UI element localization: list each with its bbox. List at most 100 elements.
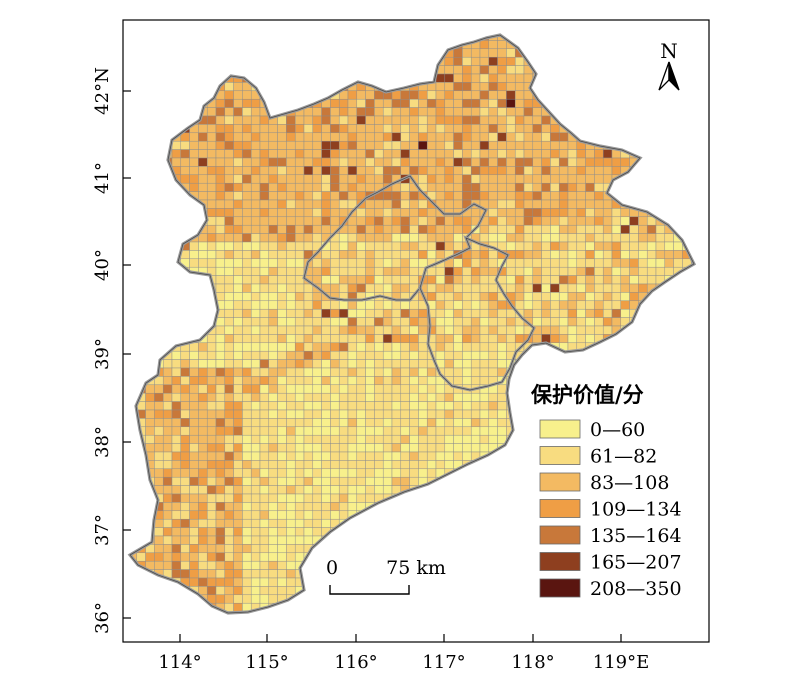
grid-cell bbox=[259, 434, 270, 444]
grid-cell bbox=[497, 98, 507, 108]
grid-cell bbox=[303, 468, 314, 478]
grid-cell bbox=[426, 115, 437, 125]
grid-cell bbox=[268, 502, 278, 512]
grid-cell bbox=[400, 468, 410, 478]
grid-cell bbox=[189, 493, 199, 503]
grid-cell bbox=[550, 166, 560, 176]
grid-cell bbox=[444, 426, 454, 436]
grid-cell bbox=[206, 443, 217, 453]
grid-cell bbox=[286, 258, 296, 268]
grid-cell bbox=[514, 115, 525, 125]
grid-cell bbox=[321, 224, 331, 234]
legend-title: 保护价值/分 bbox=[530, 382, 644, 407]
grid-cell bbox=[453, 174, 463, 184]
grid-cell bbox=[453, 367, 463, 377]
legend-label: 135—164 bbox=[590, 525, 682, 547]
grid-cell bbox=[453, 140, 463, 150]
grid-cell bbox=[233, 460, 243, 470]
grid-cell bbox=[286, 535, 296, 545]
grid-cell bbox=[479, 434, 490, 444]
grid-cell bbox=[470, 359, 481, 369]
grid-cell bbox=[629, 258, 639, 268]
grid-cell bbox=[347, 250, 358, 260]
grid-cell bbox=[400, 476, 410, 486]
grid-cell bbox=[338, 241, 349, 251]
grid-cell bbox=[506, 73, 516, 83]
grid-cell bbox=[224, 569, 234, 579]
grid-cell bbox=[154, 544, 164, 554]
grid-cell bbox=[409, 266, 419, 276]
grid-cell bbox=[541, 174, 551, 184]
grid-cell bbox=[470, 73, 481, 83]
grid-cell bbox=[400, 258, 410, 268]
grid-cell bbox=[391, 460, 402, 470]
grid-cell bbox=[330, 401, 340, 411]
grid-cell bbox=[462, 174, 472, 184]
grid-cell bbox=[250, 560, 261, 570]
grid-cell bbox=[224, 115, 234, 125]
grid-cell bbox=[294, 132, 305, 142]
grid-cell bbox=[470, 107, 481, 117]
grid-cell bbox=[594, 292, 604, 302]
grid-cell bbox=[374, 98, 384, 108]
grid-cell bbox=[646, 233, 657, 243]
grid-cell bbox=[488, 401, 498, 411]
grid-cell bbox=[374, 124, 384, 134]
grid-cell bbox=[418, 308, 428, 318]
grid-cell bbox=[162, 476, 173, 486]
grid-cell bbox=[418, 98, 428, 108]
grid-cell bbox=[374, 275, 384, 285]
grid-cell bbox=[470, 409, 481, 419]
grid-cell bbox=[303, 334, 314, 344]
grid-cell bbox=[514, 98, 525, 108]
grid-cell bbox=[462, 182, 472, 192]
grid-cell bbox=[312, 216, 322, 226]
grid-cell bbox=[497, 409, 507, 419]
grid-cell bbox=[215, 216, 226, 226]
grid-cell bbox=[602, 266, 613, 276]
grid-cell bbox=[321, 199, 331, 209]
grid-cell bbox=[567, 300, 578, 310]
grid-cell bbox=[382, 140, 393, 150]
grid-cell bbox=[453, 90, 463, 100]
grid-cell bbox=[330, 476, 340, 486]
grid-cell bbox=[286, 409, 296, 419]
grid-cell bbox=[215, 342, 226, 352]
grid-cell bbox=[356, 166, 366, 176]
grid-cell bbox=[233, 485, 243, 495]
grid-cell bbox=[259, 241, 270, 251]
grid-cell bbox=[338, 460, 349, 470]
grid-cell bbox=[356, 115, 366, 125]
grid-cell bbox=[488, 40, 498, 50]
grid-cell bbox=[347, 90, 358, 100]
grid-cell bbox=[646, 241, 657, 251]
grid-cell bbox=[294, 250, 305, 260]
grid-cell bbox=[347, 241, 358, 251]
latitude-tick-label: 37° bbox=[92, 514, 113, 546]
grid-cell bbox=[215, 594, 226, 604]
grid-cell bbox=[488, 107, 498, 117]
grid-cell bbox=[321, 443, 331, 453]
grid-cell bbox=[611, 283, 622, 293]
grid-cell bbox=[444, 56, 454, 66]
grid-cell bbox=[620, 233, 630, 243]
grid-cell bbox=[224, 476, 234, 486]
grid-cell bbox=[365, 300, 375, 310]
grid-cell bbox=[479, 418, 490, 428]
grid-cell bbox=[198, 182, 208, 192]
grid-cell bbox=[268, 216, 278, 226]
grid-cell bbox=[303, 401, 314, 411]
grid-cell bbox=[356, 426, 366, 436]
grid-cell bbox=[242, 157, 252, 167]
grid-cell bbox=[198, 434, 208, 444]
grid-cell bbox=[268, 258, 278, 268]
grid-cell bbox=[268, 594, 278, 604]
grid-cell bbox=[162, 451, 173, 461]
grid-cell bbox=[330, 325, 340, 335]
grid-cell bbox=[479, 426, 490, 436]
grid-cell bbox=[189, 544, 199, 554]
grid-cell bbox=[330, 434, 340, 444]
grid-cell bbox=[259, 468, 270, 478]
grid-cell bbox=[347, 409, 358, 419]
grid-cell bbox=[356, 300, 366, 310]
